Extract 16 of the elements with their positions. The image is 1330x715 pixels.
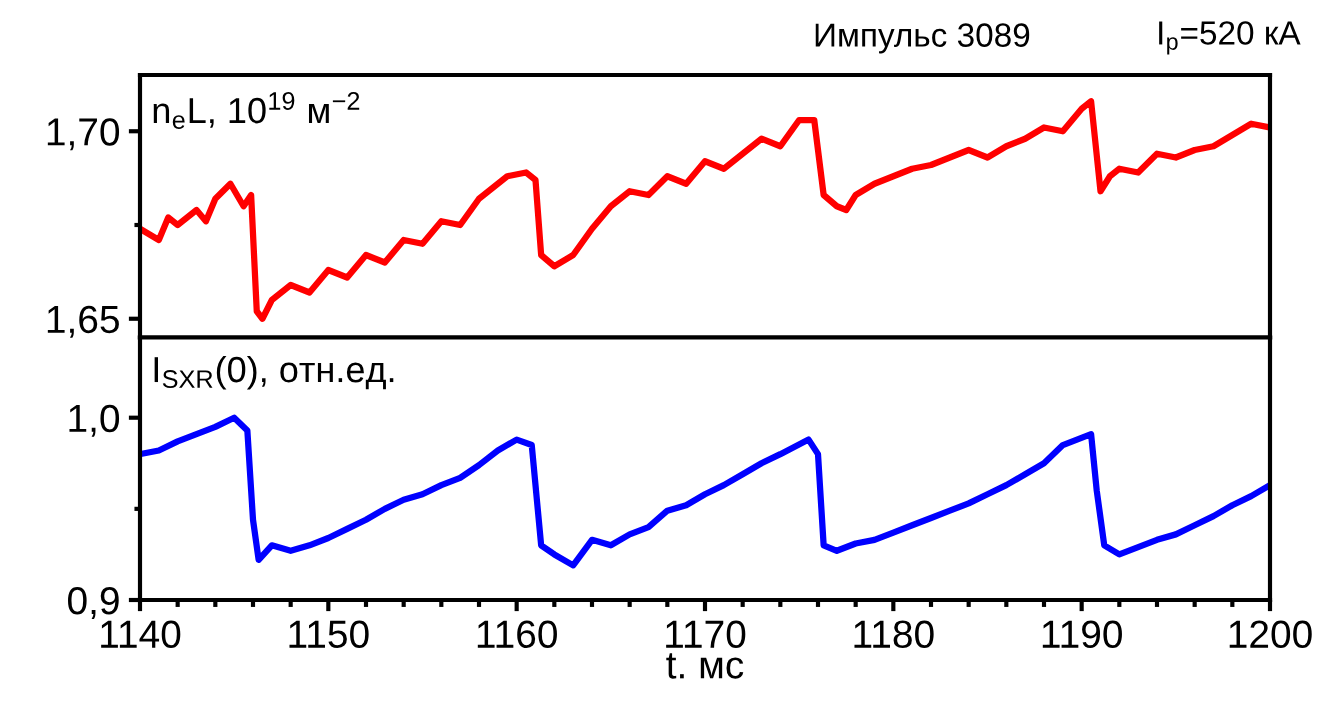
x-tick-label: 1140 <box>101 620 181 649</box>
x-tick-label: 1150 <box>289 620 369 649</box>
x-tick-label: 1170 <box>666 620 746 649</box>
x-axis-title: t. мс <box>666 653 744 679</box>
x-tick-label: 1180 <box>854 620 934 649</box>
y-tick-label: 0,9 <box>68 586 119 620</box>
y-tick-label: 1,65 <box>47 305 119 338</box>
y-axis-title: n$_{e}$L, 10$^{19}$ м$^{−2}$ <box>153 92 360 129</box>
y-tick-label: 1,0 <box>69 404 120 437</box>
x-tick-label: 1190 <box>1042 620 1122 649</box>
x-tick-label: 1200 <box>1229 620 1312 649</box>
chart-subtitle: I$_{p}$=520 кА <box>1159 21 1301 55</box>
chart-title: Импульс 3089 <box>815 23 1030 54</box>
x-tick-label: 1160 <box>477 620 557 649</box>
y-tick-label: 1,70 <box>47 118 120 151</box>
y-axis-title: I$_{SXR}$(0), отн.ед. <box>154 355 394 390</box>
